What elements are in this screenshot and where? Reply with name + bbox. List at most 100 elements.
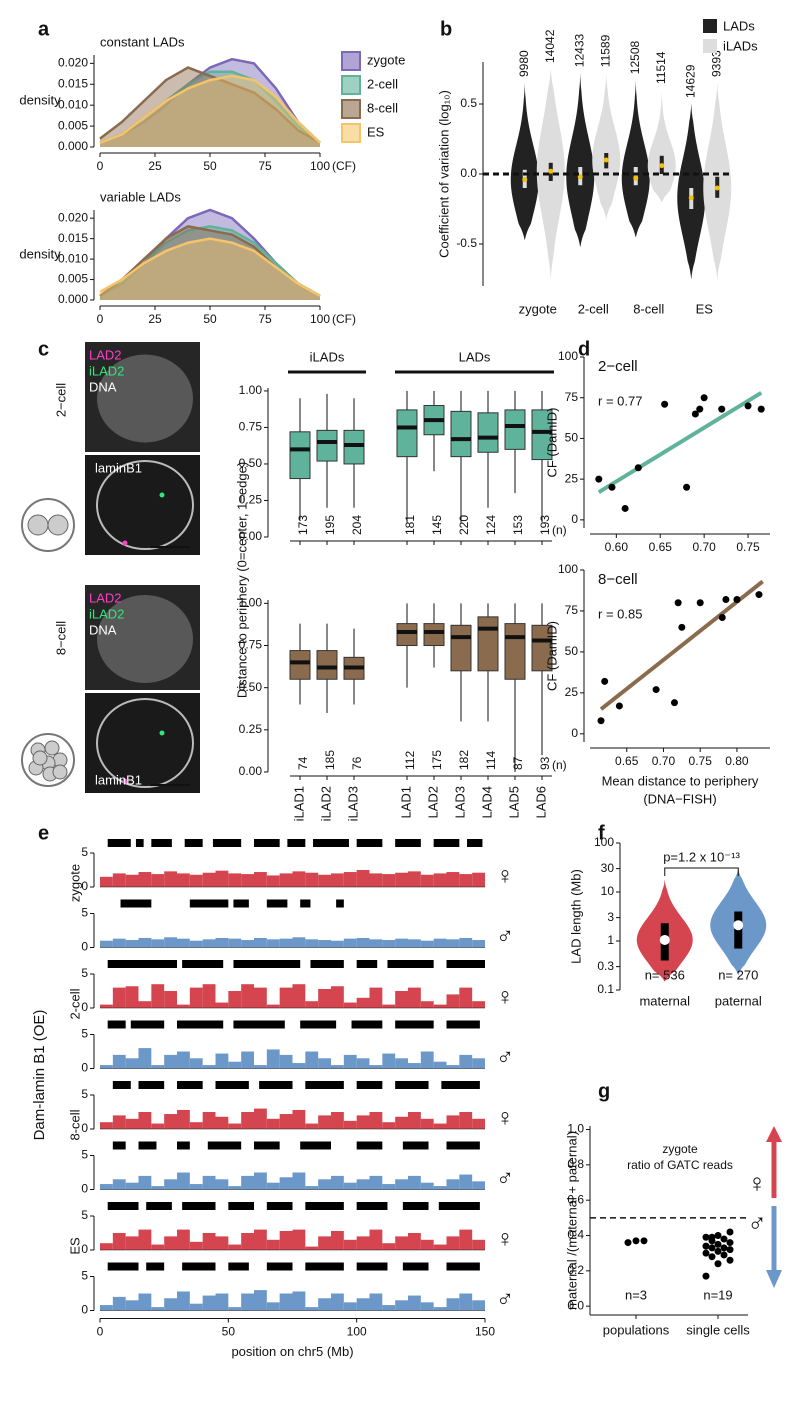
signal-bar xyxy=(305,1246,319,1250)
signal-bar xyxy=(100,1243,113,1250)
lad-segment xyxy=(438,1202,480,1210)
legend-label: LADs xyxy=(723,18,755,33)
count-label: 14042 xyxy=(543,29,557,63)
signal-bar xyxy=(189,1184,203,1190)
box xyxy=(289,431,311,480)
sex-symbol: ♀ xyxy=(747,1168,767,1198)
n-label: 114 xyxy=(484,751,498,770)
signal-bar xyxy=(331,873,344,887)
x-tick-label: iLAD1 xyxy=(291,786,306,821)
signal-bar xyxy=(241,984,254,1008)
signal-bar xyxy=(395,1300,408,1311)
lad-segment xyxy=(112,1141,126,1150)
signal-bar xyxy=(472,1058,485,1069)
lad-segment xyxy=(189,899,229,908)
x-tick-label: iLAD2 xyxy=(318,786,333,821)
point xyxy=(702,1249,710,1257)
density-fill xyxy=(100,226,320,300)
n-label: 76 xyxy=(350,756,364,770)
n-label: 182 xyxy=(457,750,471,770)
signal-bar xyxy=(459,1174,473,1190)
signal-bar xyxy=(305,1051,319,1069)
signal-bar xyxy=(266,1239,280,1250)
n-unit: (n) xyxy=(552,523,567,537)
signal-bar xyxy=(318,874,331,887)
y-tick-label: 5 xyxy=(81,1148,88,1162)
lad-segment xyxy=(336,899,344,908)
signal-bar xyxy=(356,870,370,887)
signal-bar xyxy=(177,1109,190,1129)
lad-segment xyxy=(305,1081,344,1089)
signal-bar xyxy=(266,1118,280,1129)
signal-bar xyxy=(125,1300,139,1311)
box xyxy=(316,650,338,680)
signal-bar xyxy=(254,872,267,887)
signal-bar xyxy=(343,938,357,948)
x-axis-label: Mean distance to periphery xyxy=(602,773,759,788)
y-tick-label: 0.010 xyxy=(58,97,88,111)
signal-bar xyxy=(331,1065,344,1069)
lad-segment xyxy=(402,1141,429,1150)
point xyxy=(714,1260,722,1268)
n-label: 153 xyxy=(511,515,525,535)
signal-bar xyxy=(189,1303,203,1311)
lad-spot xyxy=(122,540,128,546)
y-tick-label: 0.00 xyxy=(239,764,263,778)
x-tick-label: 100 xyxy=(310,312,330,326)
y-tick-label: 100 xyxy=(558,349,578,363)
signal-bar xyxy=(164,1054,177,1069)
x-tick-label: 0 xyxy=(97,1325,104,1339)
x-tick-label: 8-cell xyxy=(633,301,664,316)
signal-bar xyxy=(395,872,408,887)
panel-label: c xyxy=(38,338,49,360)
sex-symbol: ♂ xyxy=(496,1286,514,1313)
x-tick-label: 100 xyxy=(347,1325,367,1339)
signal-bar xyxy=(318,1115,331,1129)
sex-symbol: ♂ xyxy=(496,923,514,950)
ilad-spot xyxy=(159,730,165,736)
lad-segment xyxy=(254,1141,280,1150)
signal-bar xyxy=(151,1307,165,1311)
signal-bar xyxy=(408,987,421,1008)
y-tick-label: 1.0 xyxy=(567,1122,584,1136)
signal-bar xyxy=(343,1239,357,1250)
point xyxy=(720,1244,728,1252)
signal-bar xyxy=(408,1112,421,1129)
lad-segment xyxy=(305,1262,344,1271)
chart-title: zygote xyxy=(662,1142,698,1156)
lad-segment xyxy=(177,1141,190,1150)
lad-segment xyxy=(300,1020,337,1029)
y-tick-label: 0 xyxy=(571,512,578,526)
signal-bar xyxy=(254,1108,267,1129)
lad-segment xyxy=(182,1262,216,1271)
point xyxy=(608,483,616,491)
lad-segment xyxy=(356,1202,388,1210)
n-label: 74 xyxy=(296,756,310,770)
signal-bar xyxy=(266,875,280,887)
box xyxy=(289,650,311,680)
box xyxy=(531,409,553,461)
signal-bar xyxy=(266,1182,280,1190)
lad-segment xyxy=(177,1020,224,1029)
point xyxy=(722,595,730,603)
signal-bar xyxy=(177,873,190,887)
lad-segment xyxy=(233,960,301,968)
lad-segment xyxy=(228,1202,254,1210)
ilad-spot xyxy=(159,492,165,498)
signal-bar xyxy=(292,984,306,1008)
lad-segment xyxy=(395,1081,429,1089)
y-tick-label: 0.000 xyxy=(58,292,88,306)
lad-segment xyxy=(446,1020,480,1029)
signal-bar xyxy=(228,938,242,948)
arrow-head xyxy=(766,1126,782,1142)
x-tick-label: 0.75 xyxy=(689,754,713,768)
signal-bar xyxy=(138,1112,152,1129)
violin-median xyxy=(733,920,744,931)
panel-label: e xyxy=(38,822,49,844)
signal-bar xyxy=(318,1058,331,1069)
signal-bar xyxy=(177,938,190,948)
signal-bar xyxy=(279,1177,293,1190)
signal-bar xyxy=(356,1179,370,1190)
signal-bar xyxy=(382,1305,396,1311)
signal-bar xyxy=(408,1175,421,1190)
